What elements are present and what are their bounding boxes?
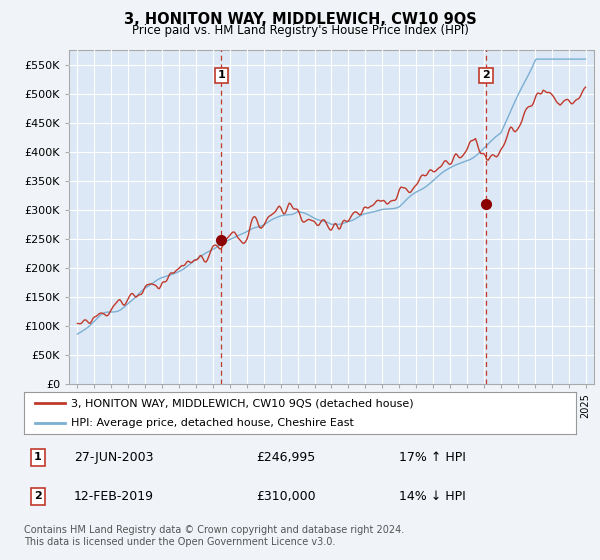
Text: 14% ↓ HPI: 14% ↓ HPI bbox=[400, 490, 466, 503]
Text: 3, HONITON WAY, MIDDLEWICH, CW10 9QS: 3, HONITON WAY, MIDDLEWICH, CW10 9QS bbox=[124, 12, 476, 27]
Text: 27-JUN-2003: 27-JUN-2003 bbox=[74, 451, 153, 464]
Text: Price paid vs. HM Land Registry's House Price Index (HPI): Price paid vs. HM Land Registry's House … bbox=[131, 24, 469, 36]
Text: £310,000: £310,000 bbox=[256, 490, 316, 503]
Text: £246,995: £246,995 bbox=[256, 451, 315, 464]
Text: 3, HONITON WAY, MIDDLEWICH, CW10 9QS (detached house): 3, HONITON WAY, MIDDLEWICH, CW10 9QS (de… bbox=[71, 398, 413, 408]
Text: Contains HM Land Registry data © Crown copyright and database right 2024.
This d: Contains HM Land Registry data © Crown c… bbox=[24, 525, 404, 547]
Text: HPI: Average price, detached house, Cheshire East: HPI: Average price, detached house, Ches… bbox=[71, 418, 354, 428]
Text: 12-FEB-2019: 12-FEB-2019 bbox=[74, 490, 154, 503]
Text: 1: 1 bbox=[34, 452, 41, 463]
Text: 17% ↑ HPI: 17% ↑ HPI bbox=[400, 451, 466, 464]
Text: 1: 1 bbox=[217, 71, 225, 81]
Text: 2: 2 bbox=[482, 71, 490, 81]
Text: 2: 2 bbox=[34, 492, 41, 501]
